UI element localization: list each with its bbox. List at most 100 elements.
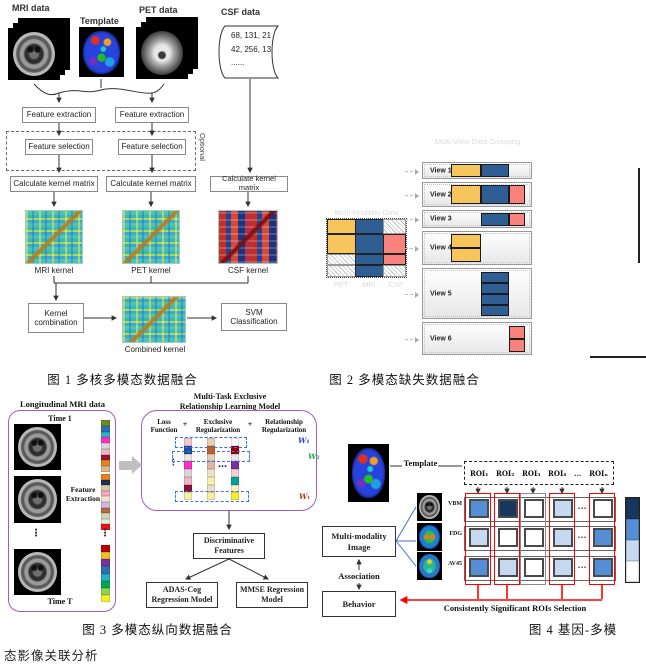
exclusive-row-box-1 bbox=[175, 437, 247, 448]
fig4-grid-row: … bbox=[464, 497, 616, 522]
fdg-row-label: FDG bbox=[449, 531, 462, 537]
view-block bbox=[481, 304, 509, 316]
fig4-grid-cell bbox=[593, 528, 613, 547]
strip-segment bbox=[231, 438, 239, 446]
strip-segment bbox=[101, 443, 110, 449]
fig4-grid-cell bbox=[498, 558, 518, 577]
fig2-view: View 4 bbox=[422, 231, 532, 265]
strip-segment bbox=[184, 453, 192, 462]
strip-segment bbox=[231, 453, 239, 462]
strip-segment bbox=[101, 524, 110, 530]
fig2-connector bbox=[405, 336, 419, 343]
strip-segment bbox=[231, 484, 239, 493]
roi-label: ROI₃ bbox=[522, 468, 541, 478]
fig2-connector bbox=[405, 217, 419, 223]
fig2-connector bbox=[405, 246, 419, 252]
av45-row-label: AV45 bbox=[448, 561, 462, 567]
mstrip-1 bbox=[184, 438, 192, 500]
strip-segment bbox=[101, 474, 110, 480]
view-block bbox=[509, 212, 525, 226]
model-row-ellipsis: ⋮ bbox=[169, 458, 178, 468]
fig2-matrix-title: Multi-Modality Data bbox=[334, 208, 399, 217]
fig4-row-dots: … bbox=[577, 530, 587, 540]
wt-label: Wₜ bbox=[299, 492, 311, 501]
fig4-template-brain bbox=[348, 444, 389, 502]
view-block bbox=[481, 293, 509, 305]
strip-segment bbox=[101, 566, 110, 574]
w2-label: W₂ bbox=[308, 452, 320, 461]
strip-segment bbox=[101, 545, 110, 553]
calc-kernel-box-1: Calculate kernel matrix bbox=[10, 176, 98, 192]
fig2-modality-csf: CSF bbox=[388, 280, 404, 289]
fig4-roi-box: ROI₁ ROI₂ ROI₃ ROI₄... ROIₙ bbox=[464, 461, 614, 485]
mstrip-3 bbox=[231, 438, 239, 500]
strip-segment bbox=[101, 573, 110, 581]
fig4-grid-cell bbox=[498, 528, 518, 547]
model-strip-ellipsis: … bbox=[218, 460, 227, 470]
strip-segment bbox=[101, 490, 110, 497]
strip-segment bbox=[101, 425, 110, 432]
view-block bbox=[451, 234, 481, 248]
roi-label: ROI₄ bbox=[548, 468, 567, 478]
loss-function-term: Loss Function bbox=[150, 418, 178, 435]
fig2-connector bbox=[405, 168, 419, 175]
strip-segment bbox=[101, 485, 110, 491]
calc-kernel-box-2: Calculate kernel matrix bbox=[106, 176, 196, 192]
selection-label: Consistently Significant ROIs Selection bbox=[443, 603, 587, 613]
brain-time2 bbox=[14, 476, 61, 523]
discriminative-features-box: Discriminative Features bbox=[193, 533, 265, 559]
csf-kernel-heatmap bbox=[218, 210, 278, 264]
fig2-caption: 图 2 多模态缺失数据融合 bbox=[329, 373, 480, 387]
fig4-grid-cell bbox=[469, 558, 489, 577]
fig1-caption: 图 1 多核多模态数据融合 bbox=[47, 373, 198, 387]
strip-segment bbox=[101, 448, 110, 455]
strip-segment bbox=[101, 559, 110, 567]
strip-segment bbox=[101, 507, 110, 514]
fig2-matrix-cell bbox=[383, 219, 406, 234]
plus-sign-2: + bbox=[247, 420, 253, 429]
fig2-modality-mri: MRI bbox=[362, 280, 376, 289]
fig2-connector bbox=[405, 291, 419, 298]
feature-extraction-label: Feature Extraction bbox=[65, 485, 101, 503]
behavior-box: Behavior bbox=[322, 591, 396, 617]
fig2-view: View 5 bbox=[422, 268, 532, 319]
fig2-matrix-cell bbox=[383, 234, 406, 254]
strip-segment bbox=[101, 431, 110, 438]
exclusive-row-box-3 bbox=[175, 491, 249, 502]
fig4-row-dots: … bbox=[577, 501, 587, 511]
view-block bbox=[451, 248, 481, 262]
strip-segment bbox=[184, 438, 192, 446]
strip-segment bbox=[207, 438, 215, 446]
plus-sign-1: + bbox=[182, 420, 188, 429]
big-gray-arrow-head bbox=[132, 456, 142, 474]
strip-time1 bbox=[101, 420, 110, 472]
combined-kernel-label: Combined kernel bbox=[124, 345, 186, 354]
w1-label: W₁ bbox=[298, 436, 310, 445]
big-gray-arrow bbox=[119, 461, 132, 470]
mstrip-2 bbox=[207, 438, 215, 500]
pet-kernel-heatmap bbox=[122, 210, 180, 264]
fig4-template-label: Template bbox=[403, 458, 438, 468]
combined-kernel-heatmap bbox=[122, 296, 186, 343]
strip-segment bbox=[101, 496, 110, 502]
fig4-gray-column bbox=[520, 493, 546, 585]
strip-segment bbox=[231, 461, 239, 469]
strip-segment bbox=[101, 513, 110, 519]
strip-segment bbox=[101, 466, 110, 472]
strip-time2 bbox=[101, 474, 110, 530]
strip-segment bbox=[207, 484, 215, 493]
calc-kernel-box-3: Calculate kernel matrix bbox=[210, 175, 288, 192]
cropped-element-edge-vertical bbox=[638, 168, 640, 263]
strip-segment bbox=[101, 479, 110, 486]
mri-image-stack bbox=[8, 18, 70, 80]
csf-value-line3: ...... bbox=[231, 58, 245, 67]
fig3-left-title: Longitudinal MRI data bbox=[19, 399, 106, 409]
strip-segment bbox=[101, 501, 110, 508]
fig4-red-column bbox=[589, 493, 615, 585]
colorbar-segment bbox=[626, 498, 639, 519]
strip-segment bbox=[184, 484, 192, 493]
strip-segment bbox=[231, 445, 239, 454]
strip-segment bbox=[101, 518, 110, 525]
mri-slice-front bbox=[8, 28, 60, 80]
fig2-matrix bbox=[326, 218, 407, 278]
